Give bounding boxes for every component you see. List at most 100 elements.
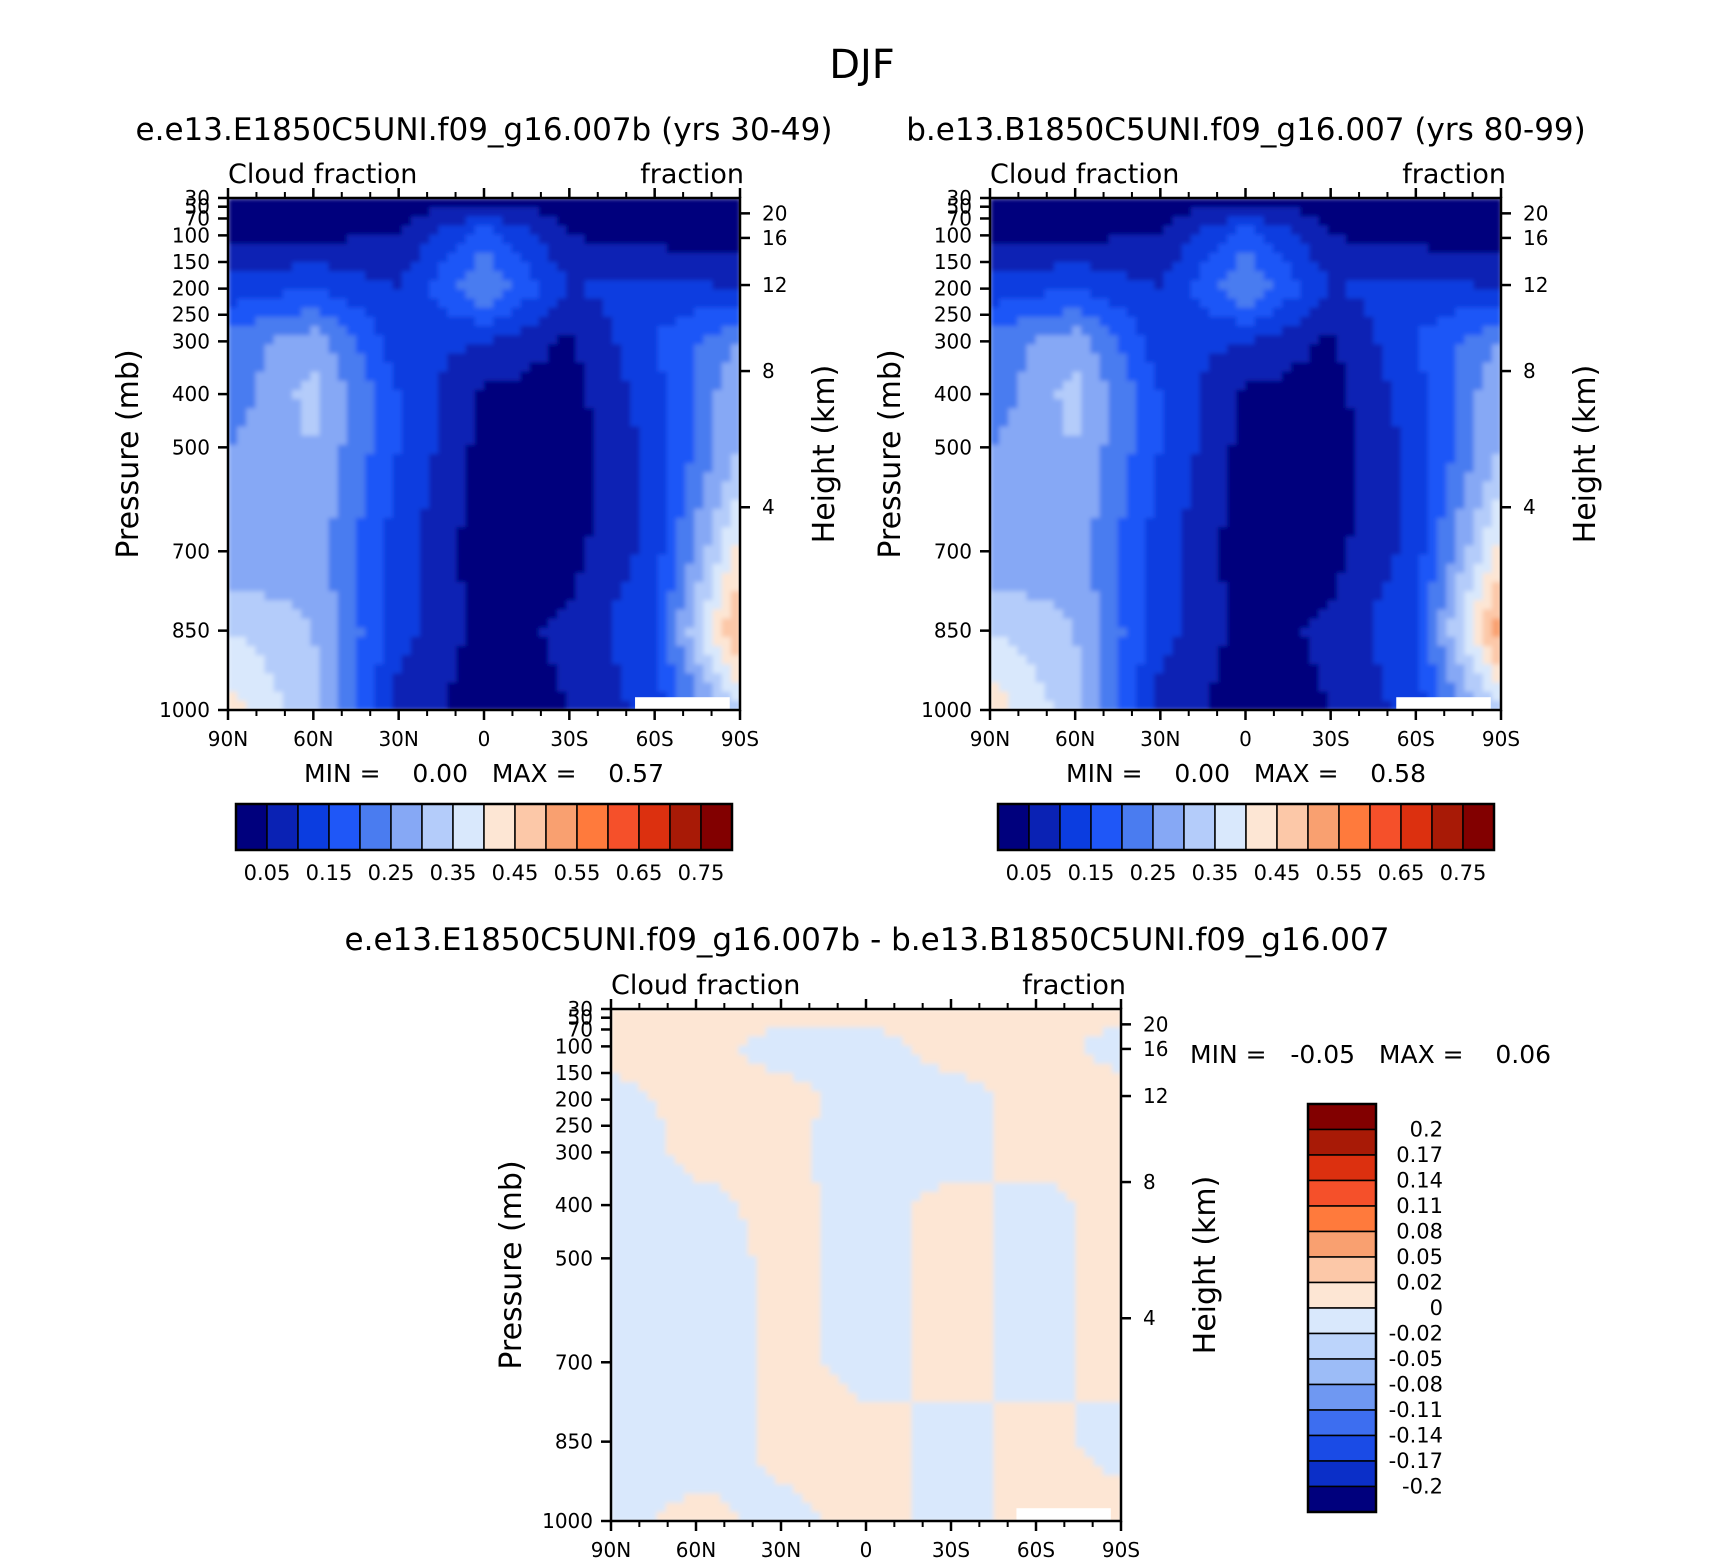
field-cell — [1035, 207, 1046, 218]
field-cell — [328, 536, 339, 547]
field-cell — [228, 454, 238, 464]
field-cell — [337, 563, 348, 574]
field-cell — [1227, 216, 1238, 227]
field-cell — [648, 435, 659, 446]
field-cell — [255, 463, 266, 474]
field-cell — [484, 536, 494, 547]
field-cell — [1017, 444, 1028, 455]
field-cell — [1345, 216, 1356, 227]
field-cell — [493, 627, 504, 638]
field-cell — [666, 527, 677, 538]
field-cell — [694, 225, 705, 236]
field-cell — [703, 307, 714, 318]
field-cell — [374, 527, 385, 538]
field-cell — [1428, 463, 1438, 474]
field-cell — [420, 243, 430, 254]
field-cell — [538, 527, 549, 538]
field-cell — [1099, 444, 1110, 455]
field-cell — [529, 655, 540, 666]
field-cell — [410, 682, 421, 693]
field-cell — [273, 536, 284, 547]
field-cell — [1081, 216, 1092, 227]
field-cell — [1336, 243, 1347, 254]
field-cell — [1236, 271, 1247, 282]
field-cell — [1382, 216, 1393, 227]
field-cell — [1336, 426, 1347, 437]
field-cell — [401, 271, 412, 282]
field-cell — [1455, 362, 1466, 373]
field-cell — [264, 426, 275, 437]
field-cell — [1081, 444, 1092, 455]
field-cell — [1145, 307, 1156, 318]
field-cell — [575, 426, 586, 437]
field-cell — [392, 627, 403, 638]
field-cell — [1063, 326, 1073, 336]
field-cell — [1455, 399, 1466, 410]
field-cell — [721, 307, 732, 318]
field-cell — [602, 536, 613, 547]
field-cell — [730, 262, 740, 272]
field-cell — [1254, 252, 1265, 263]
field-cell — [1400, 271, 1411, 282]
field-cell — [1236, 307, 1247, 318]
field-cell — [447, 262, 458, 272]
field-cell — [712, 646, 723, 656]
field-cell — [657, 243, 668, 254]
field-cell — [328, 417, 339, 428]
field-cell — [1272, 326, 1283, 336]
field-cell — [630, 582, 641, 592]
field-cell — [1072, 234, 1083, 245]
field-cell — [648, 618, 659, 629]
field-cell — [575, 527, 586, 538]
field-cell — [612, 444, 622, 455]
field-cell — [511, 609, 522, 620]
field-cell — [1327, 399, 1338, 410]
field-cell — [721, 353, 732, 364]
field-cell — [346, 380, 357, 391]
field-cell — [383, 463, 394, 474]
field-cell — [1373, 225, 1384, 236]
field-cell — [676, 673, 686, 684]
field-cell — [666, 326, 677, 336]
field-cell — [310, 435, 321, 446]
field-cell — [557, 243, 568, 254]
field-cell — [1017, 280, 1028, 291]
field-cell — [438, 463, 449, 474]
field-cell — [657, 207, 668, 218]
field-cell — [273, 600, 284, 611]
field-cell — [365, 472, 376, 483]
field-cell — [1437, 472, 1448, 483]
field-cell — [1491, 399, 1501, 410]
field-cell — [621, 417, 632, 428]
field-cell — [612, 682, 622, 693]
field-cell — [1190, 207, 1201, 218]
field-cell — [255, 444, 266, 455]
field-cell — [529, 216, 540, 227]
field-cell — [1455, 207, 1466, 218]
field-cell — [356, 572, 366, 583]
field-cell — [1291, 362, 1302, 373]
field-cell — [1282, 280, 1292, 291]
field-cell — [273, 618, 284, 629]
field-cell — [557, 508, 568, 519]
field-cell — [356, 326, 366, 336]
field-cell — [365, 371, 376, 382]
field-cell — [548, 691, 558, 702]
field-cell — [1163, 280, 1174, 291]
field-cell — [593, 298, 604, 309]
field-cell — [1063, 262, 1073, 272]
field-cell — [1437, 408, 1448, 419]
field-cell — [1209, 435, 1219, 446]
field-cell — [584, 344, 595, 355]
field-cell — [730, 545, 740, 556]
field-cell — [1491, 362, 1501, 373]
field-cell — [484, 664, 494, 675]
field-cell — [1418, 216, 1429, 227]
field-cell — [511, 508, 522, 519]
field-cell — [1336, 216, 1347, 227]
field-cell — [328, 508, 339, 519]
field-cell — [1245, 380, 1256, 391]
field-cell — [520, 417, 531, 428]
field-cell — [292, 454, 302, 464]
field-cell — [301, 664, 312, 675]
